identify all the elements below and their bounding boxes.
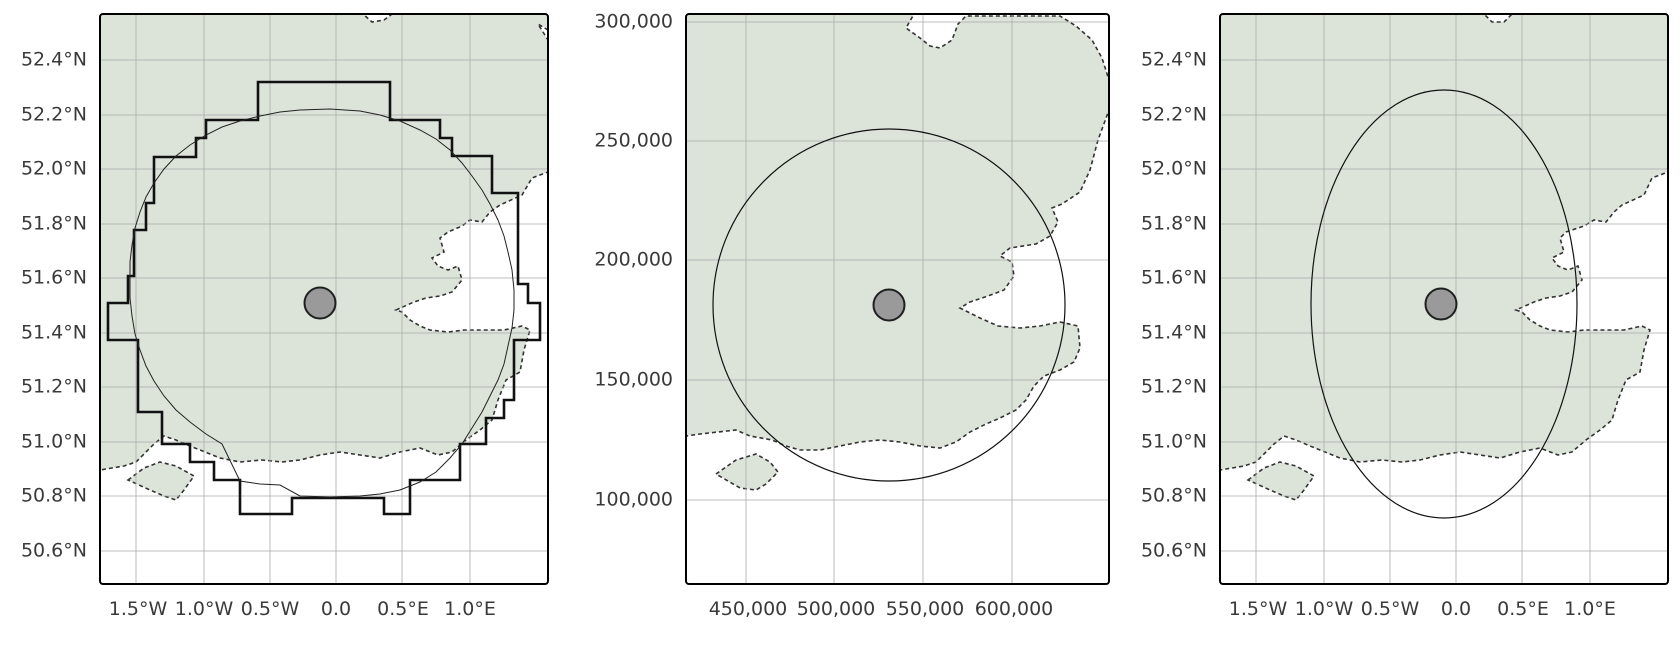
island	[714, 453, 780, 491]
map-panel-left	[99, 13, 549, 585]
panel-right-x-tick-labels: 1.5°W 1.0°W 0.5°W 0.0 0.5°E 1.0°E	[1229, 598, 1616, 620]
distance-circle	[712, 128, 1066, 482]
coarse-grid-cell-outline	[106, 80, 542, 516]
graticule	[1220, 14, 1668, 584]
land-mass	[686, 14, 1109, 451]
x-tick-label: 600,000	[975, 598, 1054, 620]
y-tick-label: 51.0°N	[1141, 431, 1207, 453]
y-tick-label: 52.4°N	[1141, 49, 1207, 71]
y-tick-label: 52.0°N	[21, 158, 87, 180]
x-tick-label: 0.5°E	[377, 598, 429, 620]
x-tick-label: 1.0°W	[175, 598, 234, 620]
y-tick-label: 51.0°N	[21, 431, 87, 453]
panel-middle-x-tick-labels: 450,000 500,000 550,000 600,000	[709, 598, 1054, 620]
x-tick-label: 0.0	[1441, 598, 1471, 620]
x-tick-label: 1.5°W	[109, 598, 168, 620]
island	[1246, 461, 1316, 501]
distance-ellipse	[1310, 89, 1578, 519]
center-point-marker	[872, 288, 906, 322]
y-tick-label: 50.6°N	[21, 540, 87, 562]
map-panel-middle	[685, 13, 1110, 585]
x-tick-label: 500,000	[797, 598, 876, 620]
y-tick-label: 51.4°N	[1141, 322, 1207, 344]
center-point-marker	[1424, 287, 1458, 321]
x-tick-label: 0.5°W	[241, 598, 300, 620]
panel-left-x-tick-labels: 1.5°W 1.0°W 0.5°W 0.0 0.5°E 1.0°E	[109, 598, 496, 620]
y-tick-label: 51.2°N	[1141, 376, 1207, 398]
island	[126, 461, 196, 501]
x-tick-label: 1.0°E	[444, 598, 496, 620]
y-tick-label: 50.8°N	[21, 485, 87, 507]
graticule	[686, 14, 1109, 584]
y-tick-label: 300,000	[594, 11, 673, 33]
x-tick-label: 550,000	[886, 598, 965, 620]
x-tick-label: 450,000	[709, 598, 788, 620]
y-tick-label: 52.2°N	[21, 104, 87, 126]
y-tick-label: 51.2°N	[21, 376, 87, 398]
panel-middle-y-tick-labels: 300,000 250,000 200,000 150,000 100,000	[594, 11, 673, 511]
y-tick-label: 51.6°N	[21, 267, 87, 289]
y-tick-label: 51.8°N	[21, 213, 87, 235]
panel-right-y-tick-labels: 52.4°N 52.2°N 52.0°N 51.8°N 51.6°N 51.4°…	[1141, 49, 1207, 562]
land-mass	[100, 14, 548, 471]
x-tick-label: 0.5°E	[1497, 598, 1549, 620]
y-tick-label: 150,000	[594, 369, 673, 391]
x-tick-label: 0.0	[321, 598, 351, 620]
y-tick-label: 50.6°N	[1141, 540, 1207, 562]
y-tick-label: 52.2°N	[1141, 104, 1207, 126]
center-point-marker	[303, 286, 337, 320]
map-panel-right	[1219, 13, 1669, 585]
y-tick-label: 52.4°N	[21, 49, 87, 71]
y-tick-label: 51.6°N	[1141, 267, 1207, 289]
x-tick-label: 1.5°W	[1229, 598, 1288, 620]
y-tick-label: 52.0°N	[1141, 158, 1207, 180]
y-tick-label: 200,000	[594, 249, 673, 271]
x-tick-label: 1.0°W	[1295, 598, 1354, 620]
y-tick-label: 51.8°N	[1141, 213, 1207, 235]
y-tick-label: 50.8°N	[1141, 485, 1207, 507]
panel-left-y-tick-labels: 52.4°N 52.2°N 52.0°N 51.8°N 51.6°N 51.4°…	[21, 49, 87, 562]
land-mass	[1220, 14, 1668, 471]
y-tick-label: 100,000	[594, 489, 673, 511]
x-tick-label: 0.5°W	[1361, 598, 1420, 620]
y-tick-label: 51.4°N	[21, 322, 87, 344]
fine-grid-cell-outline	[129, 108, 515, 498]
x-tick-label: 1.0°E	[1564, 598, 1616, 620]
y-tick-label: 250,000	[594, 130, 673, 152]
